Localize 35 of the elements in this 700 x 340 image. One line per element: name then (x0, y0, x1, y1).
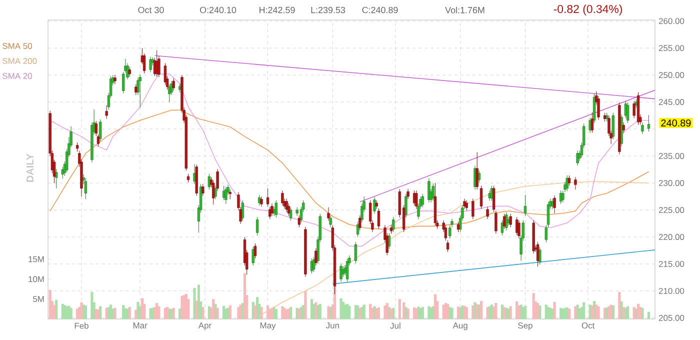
x-tick-label: Apr (198, 322, 212, 330)
y-tick-label: 210.00 (658, 288, 684, 294)
y-tick-label: 235.00 (658, 153, 684, 159)
x-tick-label: Oct (582, 322, 595, 329)
text: O:240.10 (200, 6, 236, 14)
text: SMA 200 (2, 58, 37, 64)
y-tick-label: 250.00 (658, 72, 684, 78)
text: SMA 20 (2, 73, 32, 79)
text: C:240.89 (362, 6, 398, 14)
text: Oct 30 (138, 6, 164, 14)
y-tick-label: 260.00 (658, 18, 684, 24)
y2-tick-label: 5M (33, 296, 44, 302)
x-tick-label: Jul (390, 322, 400, 329)
text: DAILY (26, 154, 34, 182)
x-tick-label: Aug (452, 322, 468, 330)
text: SMA 50 (2, 43, 32, 49)
x-tick-label: Feb (74, 322, 88, 329)
text: 240.89 (661, 119, 691, 127)
y-tick-label: 205.00 (658, 314, 684, 321)
text: Vol:1.76M (445, 6, 484, 14)
text: L:239.53 (311, 6, 346, 14)
y2-tick-label: 15M (28, 256, 44, 262)
text: H:242.59 (260, 6, 295, 14)
y-tick-label: 215.00 (658, 260, 684, 267)
y-tick-label: 255.00 (658, 45, 684, 52)
y2-tick-label: 10M (28, 276, 44, 282)
text: -0.82 (0.34%) (554, 4, 622, 16)
x-tick-label: Mar (133, 322, 148, 328)
y-tick-label: 225.00 (658, 206, 684, 213)
y-tick-label: 220.00 (658, 234, 684, 240)
y-tick-label: 230.00 (658, 180, 684, 186)
x-tick-label: May (260, 322, 276, 330)
x-tick-label: Jun (326, 322, 339, 328)
y-tick-label: 245.00 (658, 99, 684, 106)
x-tick-label: Sep (518, 322, 532, 330)
